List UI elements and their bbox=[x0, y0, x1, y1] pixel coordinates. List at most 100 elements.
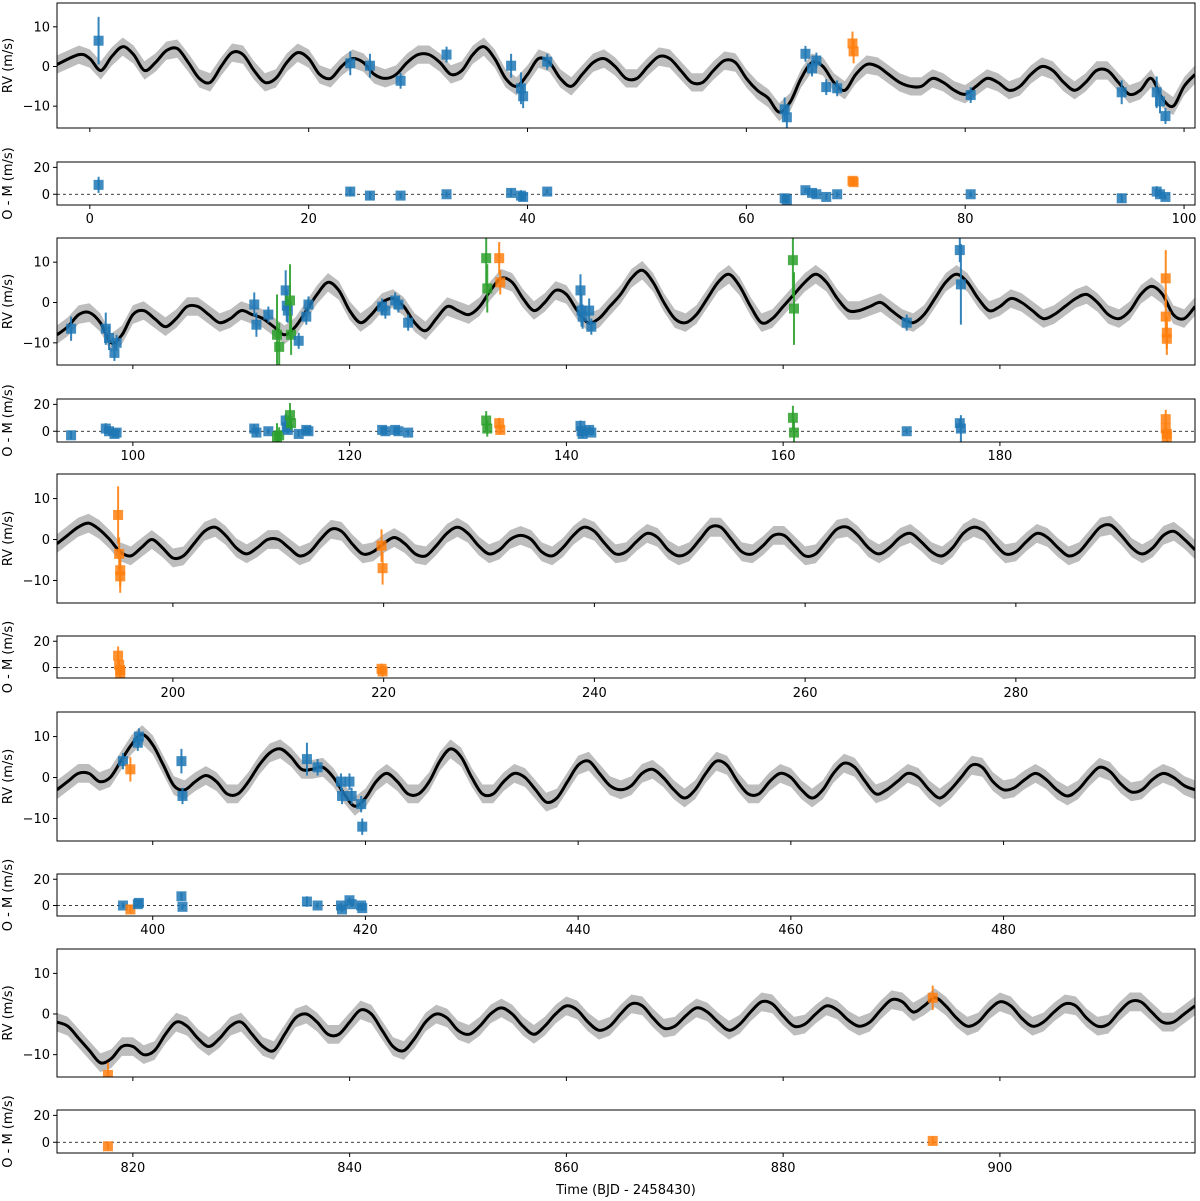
res-plot-area bbox=[57, 175, 1195, 205]
rv-point-inst1 bbox=[807, 63, 818, 74]
panel-5: −10 0 10 RV (m/s) 0 20 820 840 860 880 900 O - M (m… bbox=[1, 948, 1196, 1176]
res-point-inst2 bbox=[114, 659, 125, 670]
rv-point-inst1 bbox=[518, 91, 529, 102]
rv-point-inst1 bbox=[303, 299, 314, 310]
rv-point-inst1 bbox=[117, 756, 128, 767]
rv-point-inst1 bbox=[251, 319, 262, 330]
rv-point-inst1 bbox=[1160, 111, 1171, 122]
res-point-inst1 bbox=[117, 900, 128, 911]
rv-point-inst1 bbox=[811, 55, 822, 66]
xtick-label: 40 bbox=[519, 212, 536, 227]
rv-ytick-label: −10 bbox=[23, 100, 50, 115]
res-point-inst1 bbox=[346, 899, 357, 910]
rv-point-inst3 bbox=[482, 283, 493, 294]
res-point-inst1 bbox=[575, 420, 586, 431]
rv-point-inst3 bbox=[285, 295, 296, 306]
res-point-inst1 bbox=[177, 901, 188, 912]
rv-point-inst1 bbox=[954, 245, 965, 256]
rv-point-inst1 bbox=[104, 332, 115, 343]
rv-point-inst1 bbox=[356, 799, 367, 810]
rv-ytick-label: 0 bbox=[42, 1008, 50, 1023]
rv-point-inst1 bbox=[1116, 87, 1127, 98]
res-point-inst1 bbox=[263, 426, 274, 437]
rv-point-inst1 bbox=[506, 60, 517, 71]
rv-axes-frame bbox=[56, 711, 1196, 842]
rv-ytick-label: 10 bbox=[33, 730, 50, 745]
rv-ylabel: RV (m/s) bbox=[1, 511, 16, 566]
res-point-inst2 bbox=[115, 667, 126, 678]
res-point-inst1 bbox=[800, 185, 811, 196]
res-point-inst3 bbox=[788, 427, 799, 438]
rv-ytick-label: −10 bbox=[23, 812, 50, 827]
rv-point-inst1 bbox=[346, 790, 357, 801]
rv-point-inst1 bbox=[301, 754, 312, 765]
xtick-label: 0 bbox=[86, 212, 94, 227]
rv-point-inst1 bbox=[344, 776, 355, 787]
res-point-inst1 bbox=[312, 900, 323, 911]
rv-point-inst1 bbox=[249, 299, 260, 310]
xtick-label: 860 bbox=[554, 1161, 579, 1176]
res-axes-frame bbox=[56, 398, 1196, 443]
rv-point-inst1 bbox=[577, 311, 588, 322]
res-point-inst1 bbox=[586, 427, 597, 438]
rv-point-inst1 bbox=[109, 347, 120, 358]
rv-ytick-label: 10 bbox=[33, 256, 50, 271]
rv-ytick-label: −10 bbox=[23, 574, 50, 589]
rv-point-inst2 bbox=[113, 509, 124, 520]
res-point-inst1 bbox=[821, 191, 832, 202]
model-curve bbox=[57, 996, 1195, 1065]
xtick-label: 280 bbox=[1003, 686, 1028, 701]
rv-plot-area bbox=[57, 238, 1195, 365]
rv-point-inst2 bbox=[1161, 333, 1172, 344]
xtick-label: 820 bbox=[120, 1161, 145, 1176]
res-point-inst1 bbox=[133, 897, 144, 908]
model-curve bbox=[57, 268, 1195, 345]
rv-ylabel: RV (m/s) bbox=[1, 38, 16, 93]
rv-point-inst2 bbox=[495, 277, 506, 288]
rv-ylabel: RV (m/s) bbox=[1, 749, 16, 804]
res-point-inst2 bbox=[113, 650, 124, 661]
res-point-inst1 bbox=[104, 426, 115, 437]
panel-2: −10 0 10 RV (m/s) 0 20 100 120 140 160 180 O - M (m… bbox=[1, 237, 1196, 464]
panel-1: −10 0 10 RV (m/s) 0 20 0 20 40 60 80 100 O - M (m/s) bbox=[1, 2, 1196, 227]
xtick-label: 420 bbox=[353, 923, 378, 938]
rv-ytick-label: 0 bbox=[42, 296, 50, 311]
xtick-label: 900 bbox=[988, 1161, 1013, 1176]
model-uncertainty-band bbox=[57, 725, 1195, 816]
rv-plot-area bbox=[57, 16, 1195, 128]
res-point-inst2 bbox=[927, 1135, 938, 1146]
res-point-inst2 bbox=[1160, 423, 1171, 434]
res-point-inst2 bbox=[102, 1141, 113, 1152]
res-point-inst3 bbox=[274, 430, 285, 441]
res-point-inst1 bbox=[303, 426, 314, 437]
xlabel: Time (BJD - 2458430) bbox=[555, 1183, 696, 1198]
res-point-inst1 bbox=[301, 896, 312, 907]
res-ytick-label: 20 bbox=[33, 398, 50, 413]
res-point-inst1 bbox=[364, 190, 375, 201]
res-point-inst1 bbox=[1160, 191, 1171, 202]
res-point-inst1 bbox=[577, 428, 588, 439]
rv-ytick-label: −10 bbox=[23, 1048, 50, 1063]
rv-point-inst1 bbox=[100, 323, 111, 334]
res-point-inst1 bbox=[811, 189, 822, 200]
xtick-label: 880 bbox=[771, 1161, 796, 1176]
res-ytick-label: 0 bbox=[42, 899, 50, 914]
rv-point-inst3 bbox=[272, 329, 283, 340]
rv-point-inst1 bbox=[280, 285, 291, 296]
model-uncertainty-band bbox=[57, 261, 1195, 353]
res-point-inst1 bbox=[280, 415, 291, 426]
rv-point-inst1 bbox=[542, 56, 553, 67]
res-ytick-label: 0 bbox=[42, 425, 50, 440]
rv-point-inst1 bbox=[575, 285, 586, 296]
rv-point-inst1 bbox=[821, 82, 832, 93]
res-point-inst1 bbox=[965, 189, 976, 200]
rv-point-inst1 bbox=[345, 58, 356, 69]
res-point-inst1 bbox=[832, 189, 843, 200]
rv-point-inst1 bbox=[93, 35, 104, 46]
rv-point-inst1 bbox=[312, 762, 323, 773]
res-point-inst2 bbox=[1161, 431, 1172, 442]
res-ytick-label: 20 bbox=[33, 1109, 50, 1124]
rv-axes-frame bbox=[56, 948, 1196, 1078]
xtick-label: 440 bbox=[566, 923, 591, 938]
res-point-inst1 bbox=[542, 186, 553, 197]
